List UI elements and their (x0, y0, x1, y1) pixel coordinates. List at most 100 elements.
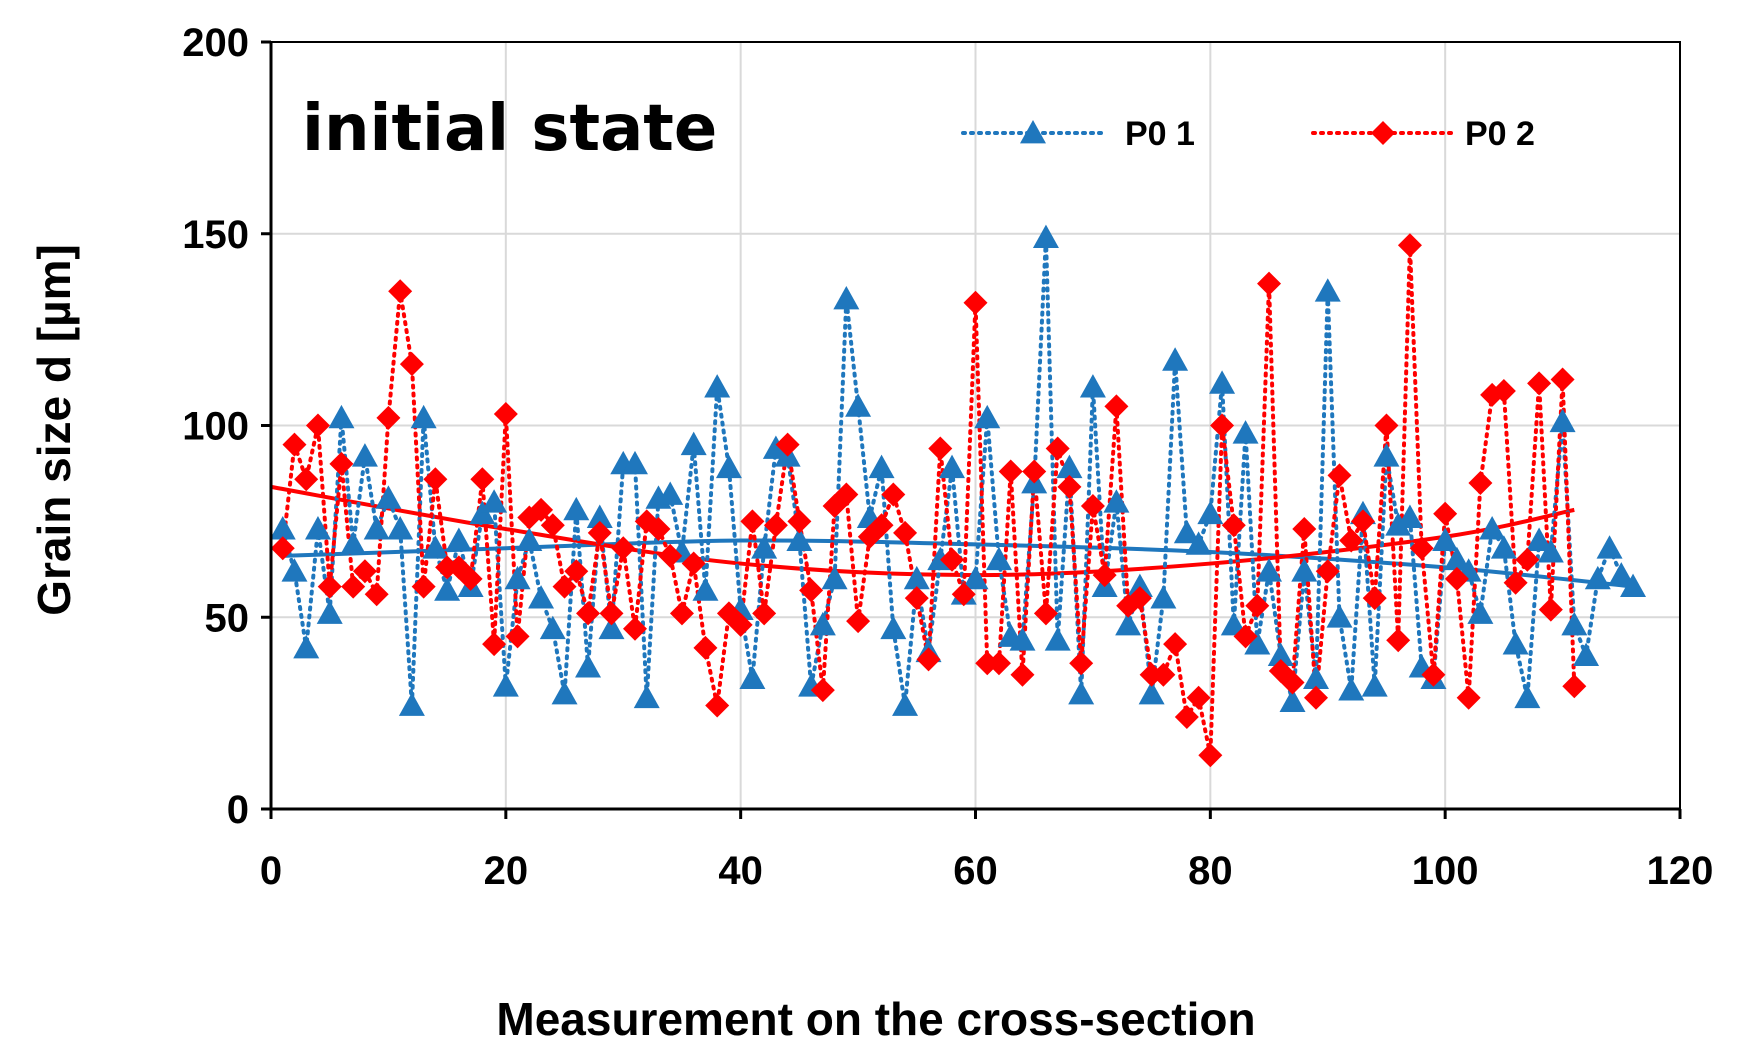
data-point-p0-1 (692, 577, 719, 601)
data-point-p0-2 (669, 601, 694, 626)
data-point-p0-1 (715, 454, 742, 479)
data-point-p0-1 (833, 285, 860, 310)
data-point-p0-1 (269, 516, 296, 540)
data-point-p0-2 (317, 574, 342, 599)
data-point-p0-2 (482, 632, 507, 657)
axes (261, 40, 1682, 819)
data-point-p0-1 (1514, 684, 1541, 709)
data-point-p0-1 (1068, 680, 1095, 705)
data-point-p0-2 (658, 543, 683, 568)
data-point-p0-1 (751, 535, 778, 559)
data-point-p0-1 (563, 496, 590, 521)
data-point-p0-2 (1233, 624, 1258, 649)
data-point-p0-2 (423, 467, 448, 492)
x-tick-label: 120 (1647, 849, 1714, 893)
data-point-p0-1 (704, 374, 731, 398)
x-tick-label: 80 (1188, 849, 1233, 893)
data-point-p0-2 (1104, 394, 1129, 419)
data-point-p0-2 (1362, 586, 1387, 611)
data-point-p0-1 (1256, 558, 1283, 582)
data-point-p0-1 (1537, 539, 1564, 563)
data-point-p0-1 (1056, 454, 1083, 479)
data-point-p0-2 (1210, 413, 1235, 438)
data-point-p0-1 (1209, 370, 1236, 394)
data-point-p0-1 (1373, 443, 1400, 467)
data-point-p0-1 (1244, 631, 1271, 655)
data-point-p0-2 (1468, 471, 1493, 496)
data-point-p0-2 (1198, 743, 1223, 768)
data-point-p0-2 (305, 413, 330, 438)
data-point-p0-2 (1456, 685, 1481, 710)
data-point-p0-1 (481, 489, 508, 513)
data-point-p0-1 (1044, 627, 1071, 651)
legend-label-p0-1: P0 1 (1125, 115, 1195, 153)
data-point-p0-2 (294, 467, 319, 492)
data-point-p0-2 (1280, 670, 1305, 695)
data-point-p0-1 (1291, 558, 1318, 582)
data-point-p0-1 (657, 481, 684, 505)
data-point-p0-1 (621, 450, 648, 475)
data-point-p0-2 (1550, 367, 1575, 392)
data-point-p0-2 (846, 609, 871, 634)
data-point-p0-1 (1479, 516, 1506, 540)
data-point-p0-2 (1221, 513, 1246, 538)
data-point-p0-2 (399, 352, 424, 377)
data-point-p0-2 (505, 624, 530, 649)
data-point-p0-2 (1010, 662, 1035, 687)
data-point-p0-2 (1327, 463, 1352, 488)
data-point-p0-2 (1491, 378, 1516, 403)
data-point-p0-1 (340, 531, 367, 555)
data-point-p0-2 (1292, 517, 1317, 542)
data-point-p0-1 (328, 404, 355, 429)
data-point-p0-1 (1103, 489, 1130, 513)
data-point-p0-1 (1443, 546, 1470, 571)
data-point-p0-2 (693, 635, 718, 660)
data-point-p0-1 (892, 692, 919, 716)
data-point-p0-1 (1573, 642, 1600, 666)
data-point-p0-2 (1092, 563, 1117, 588)
data-point-p0-2 (1444, 566, 1469, 591)
data-point-p0-1 (1608, 562, 1635, 586)
series-line-p0-2 (280, 245, 1577, 756)
data-point-p0-2 (1127, 586, 1152, 611)
data-point-p0-2 (458, 566, 483, 591)
x-tick-label: 60 (953, 849, 998, 893)
data-point-p0-2 (916, 647, 941, 672)
x-axis-title: Measurement on the cross-section (496, 993, 1255, 1045)
data-point-p0-1 (1432, 527, 1459, 551)
data-point-p0-1 (445, 527, 472, 551)
data-point-p0-2 (752, 601, 777, 626)
data-point-p0-2 (329, 451, 354, 476)
data-point-p0-1 (528, 585, 555, 609)
data-point-p0-1 (410, 404, 437, 429)
data-point-p0-1 (1314, 278, 1341, 302)
data-point-p0-1 (1009, 627, 1036, 651)
data-point-p0-1 (598, 615, 625, 640)
tick-labels: 0 50 100 150 200 0 20 40 60 80 100 120 (182, 21, 1713, 893)
data-point-p0-1 (962, 565, 989, 590)
data-point-p0-2 (552, 574, 577, 599)
data-point-p0-1 (1303, 665, 1330, 690)
annotation-initial-state: initial state (302, 92, 717, 166)
data-point-p0-1 (375, 485, 402, 509)
data-point-p0-2 (1527, 371, 1552, 396)
data-point-p0-1 (1502, 631, 1529, 655)
data-point-p0-2 (1409, 536, 1434, 561)
data-point-p0-2 (1562, 674, 1587, 699)
data-point-p0-2 (493, 401, 518, 426)
data-point-p0-2 (1515, 547, 1540, 572)
data-point-p0-1 (387, 516, 414, 540)
data-point-p0-1 (422, 535, 449, 559)
legend: P0 1 P0 2 (961, 115, 1535, 153)
data-point-p0-1 (1526, 527, 1553, 551)
data-point-p0-1 (1138, 680, 1165, 705)
data-point-p0-2 (364, 582, 389, 607)
y-tick-label: 150 (182, 213, 249, 257)
data-point-p0-1 (974, 404, 1001, 429)
data-point-p0-2 (1339, 528, 1364, 553)
data-point-p0-2 (810, 678, 835, 703)
x-tick-label: 100 (1412, 849, 1479, 893)
data-point-p0-1 (1490, 535, 1517, 559)
data-point-p0-2 (341, 574, 366, 599)
data-point-p0-2 (799, 578, 824, 603)
